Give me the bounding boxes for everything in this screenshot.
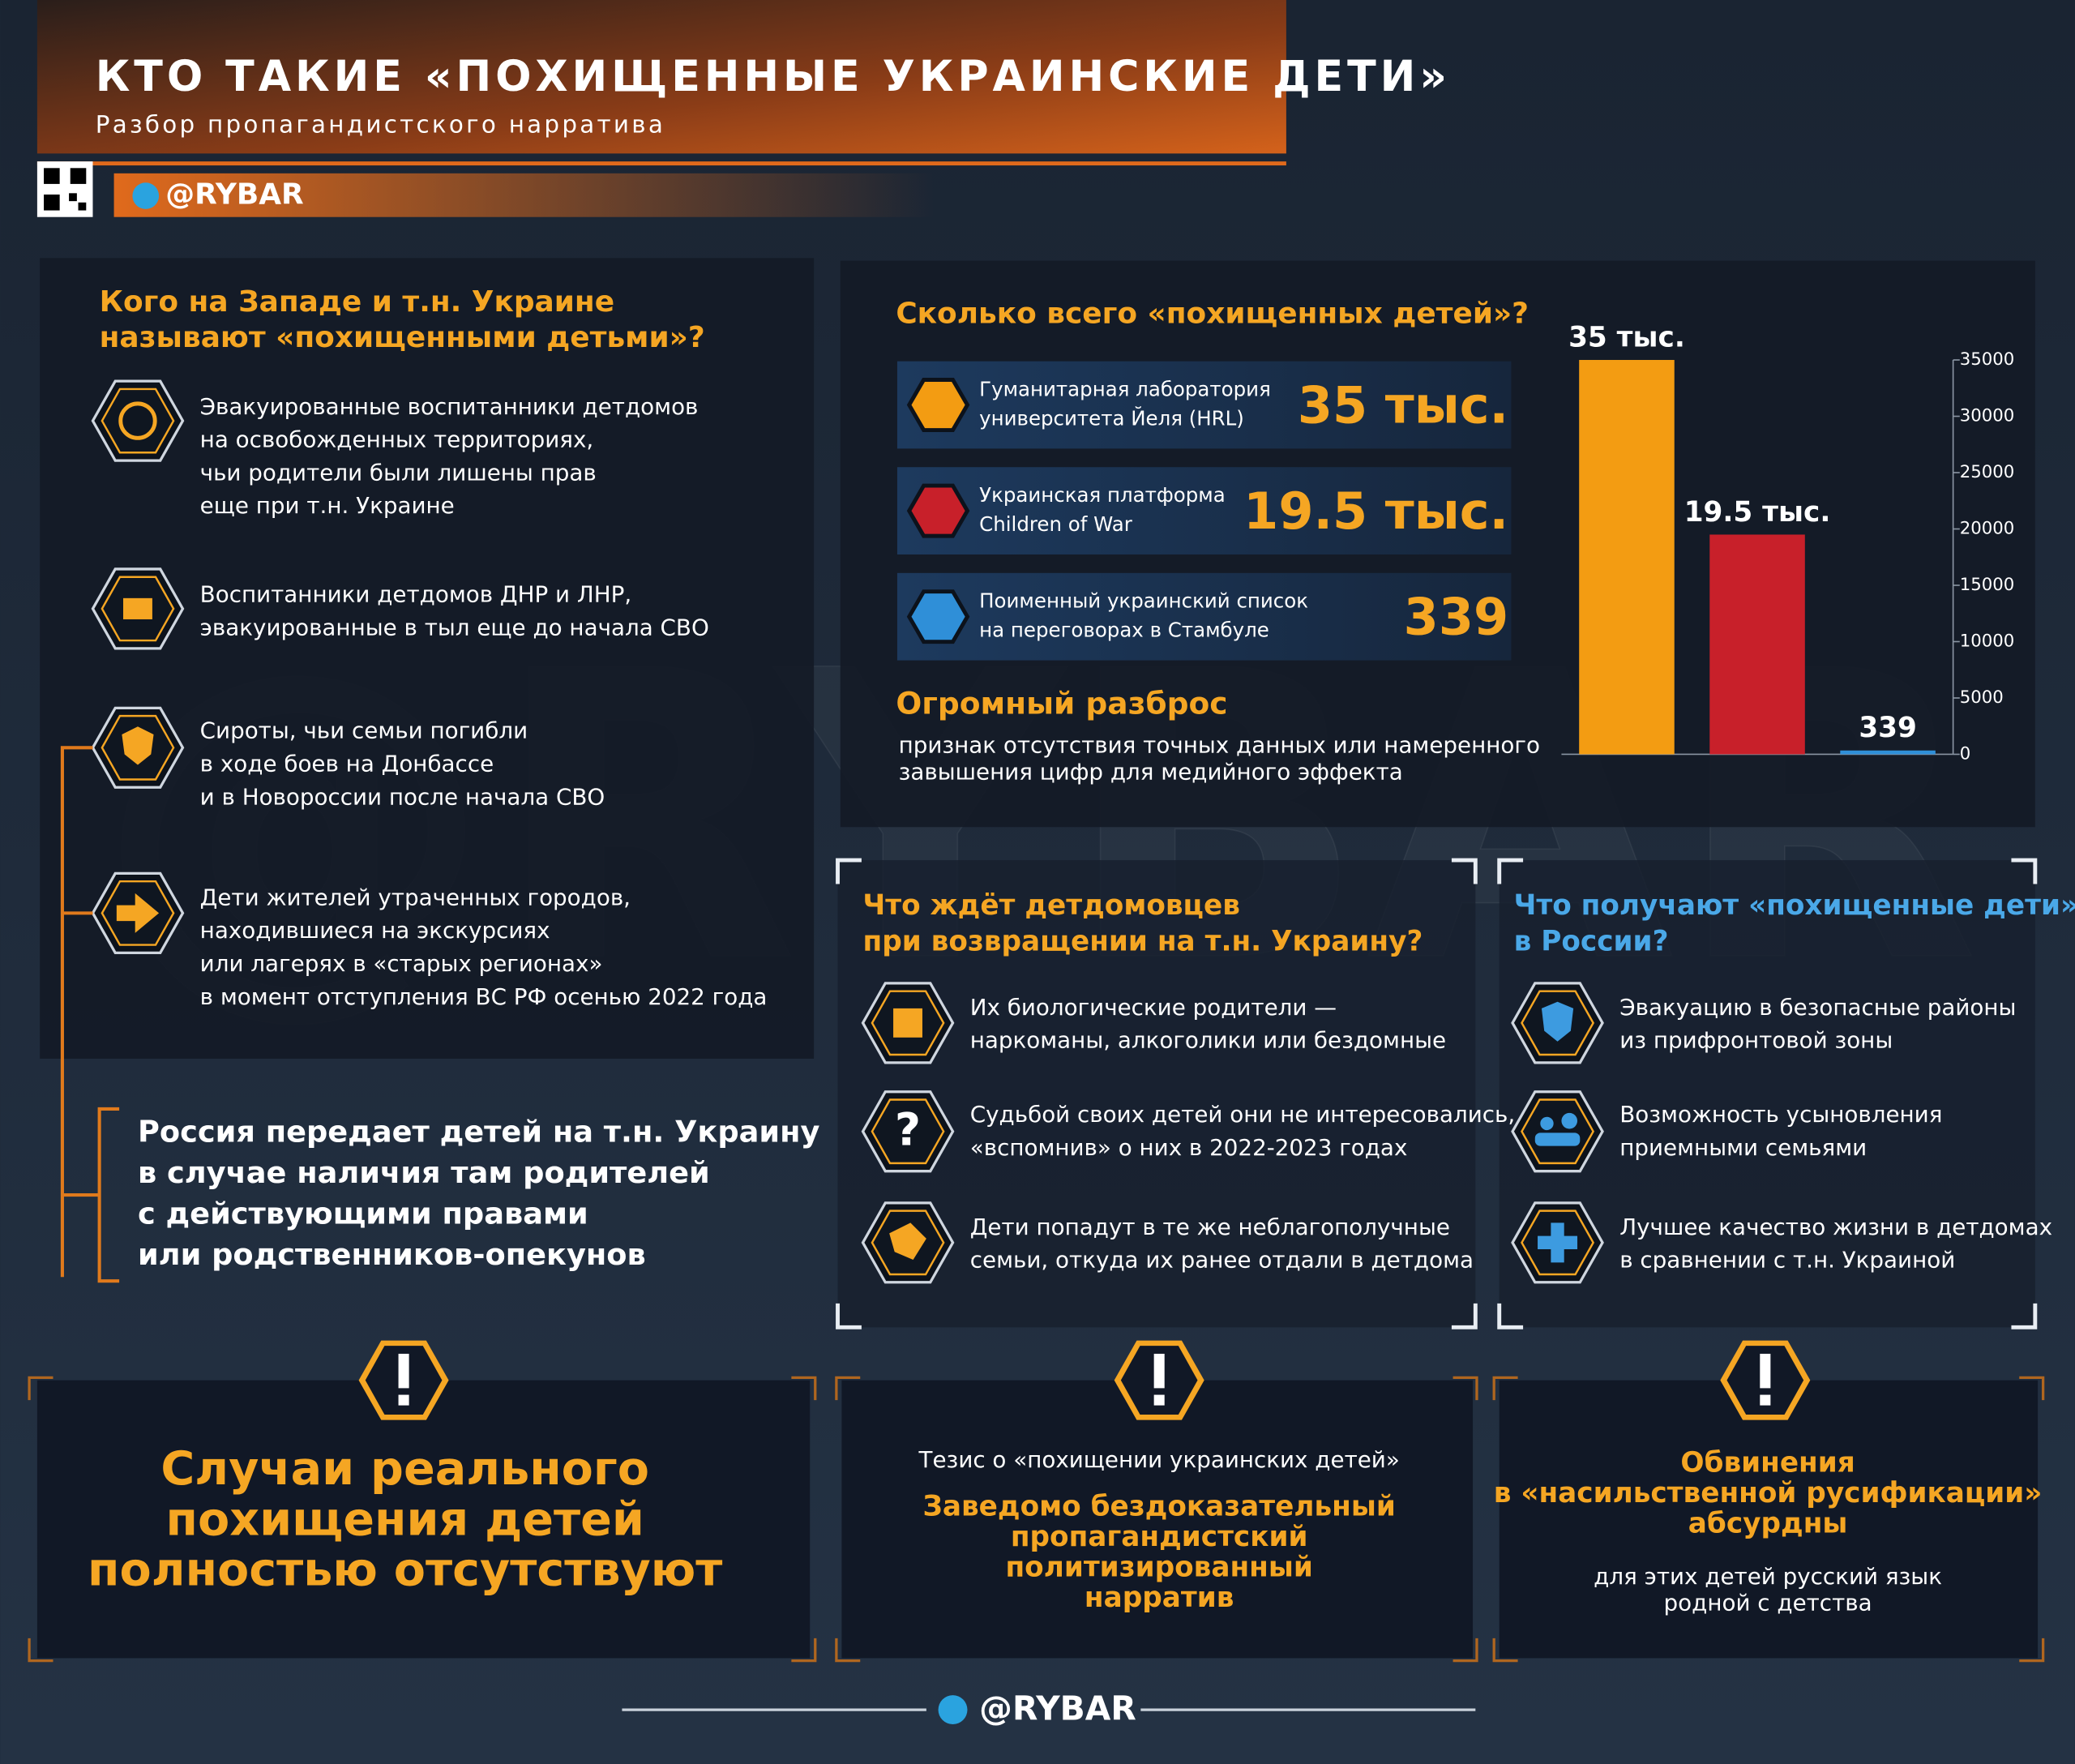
source-value: 19.5 тыс. bbox=[1243, 482, 1508, 541]
panel bbox=[841, 1380, 1474, 1659]
handle-bar bbox=[113, 173, 935, 217]
item-text: Сироты, чьи семьи погибли в ходе боев на … bbox=[200, 717, 605, 811]
source-label: Гуманитарная лаборатория университета Йел… bbox=[979, 378, 1271, 430]
chart: Гуманитарная лаборатория университета Йел… bbox=[896, 321, 2015, 764]
y-tick-label: 20000 bbox=[1960, 518, 2015, 538]
conclusion-text: для этих детей русский язык родной с детс… bbox=[1594, 1563, 1942, 1616]
y-tick-label: 10000 bbox=[1960, 631, 2015, 651]
note: Россия передает детей на т.н. Украину в с… bbox=[138, 1114, 820, 1272]
source-icon bbox=[906, 378, 970, 432]
section-title: Что ждёт детдомовцев при возвращении на т… bbox=[863, 889, 1423, 957]
header-banner bbox=[36, 0, 1286, 154]
corners bbox=[836, 858, 2038, 1329]
bracket bbox=[60, 746, 120, 1283]
item-text: Возможность усыновления приемными семьями bbox=[1619, 1101, 1942, 1161]
bar bbox=[1709, 534, 1805, 755]
source-label: Украинская платформа Children of War bbox=[979, 483, 1226, 536]
section-title: Кого на Западе и т.н. Украине называют «п… bbox=[100, 285, 705, 354]
y-tick-label: 0 bbox=[1960, 743, 1971, 764]
item-text: Дети жителей утраченных городов, находивш… bbox=[200, 884, 768, 1009]
item-text: Судьбой своих детей они не интересовалис… bbox=[970, 1101, 1515, 1161]
telegram-icon bbox=[938, 1695, 968, 1725]
footer-handle: @RYBAR bbox=[979, 1689, 1136, 1728]
conclusion: Случаи реального похищения детей полностью… bbox=[88, 1442, 722, 1596]
spread-text: признак отсутствия точных данных или нам… bbox=[899, 732, 1540, 786]
subtitle: Разбор пропагандистского нарратива bbox=[96, 111, 665, 139]
bar bbox=[1579, 360, 1675, 755]
item-text: Их биологические родители — наркоманы, ал… bbox=[970, 994, 1446, 1054]
telegram-icon bbox=[132, 182, 160, 209]
source-icon bbox=[906, 483, 970, 538]
source-row bbox=[896, 361, 1512, 449]
y-tick-label: 25000 bbox=[1960, 462, 2015, 482]
y-tick-label: 30000 bbox=[1960, 406, 2015, 426]
source-value: 35 тыс. bbox=[1298, 375, 1508, 435]
item-text: Воспитанники детдомов ДНР и ЛНР, эвакуиро… bbox=[200, 581, 709, 641]
svg-text:?: ? bbox=[895, 1103, 921, 1156]
bar bbox=[1840, 750, 1936, 755]
bar-value-label: 19.5 тыс. bbox=[1684, 496, 1831, 529]
header-rule bbox=[36, 161, 1286, 166]
source-row bbox=[896, 467, 1512, 554]
item-text: Эвакуированные воспитанники детдомов на о… bbox=[200, 393, 699, 519]
conclusion-lead: Тезис о «похищении украинских детей» bbox=[918, 1446, 1400, 1473]
corners bbox=[28, 1376, 2045, 1663]
handle: @RYBAR bbox=[165, 178, 303, 212]
source-icon bbox=[906, 589, 970, 644]
conclusion: Заведомо бездоказательный пропагандистски… bbox=[923, 1490, 1396, 1614]
source-label: Поименный украинский список на переговора… bbox=[979, 589, 1308, 642]
spread-title: Огромный разброс bbox=[896, 686, 1227, 721]
source-value: 339 bbox=[1404, 588, 1508, 647]
bar-value-label: 35 тыс. bbox=[1568, 321, 1685, 353]
y-tick-label: 35000 bbox=[1960, 349, 2015, 370]
conclusion: Обвинения в «насильственной русификации» а… bbox=[1494, 1446, 2043, 1539]
source-row bbox=[896, 572, 1512, 661]
item-text: Эвакуацию в безопасные районы из прифронт… bbox=[1619, 994, 2016, 1054]
item-text: Лучшее качество жизни в детдомах в сравне… bbox=[1619, 1214, 2052, 1274]
y-tick-label: 5000 bbox=[1960, 687, 2004, 708]
panel bbox=[1499, 1380, 2039, 1659]
title: КТО ТАКИЕ «ПОХИЩЕННЫЕ УКРАИНСКИЕ ДЕТИ» bbox=[96, 53, 1451, 101]
section-title: Что получают «похищенные дети» в России? bbox=[1514, 889, 2075, 957]
bar-value-label: 339 bbox=[1859, 712, 1917, 744]
item-text: Дети попадут в те же неблагополучные семь… bbox=[970, 1214, 1474, 1274]
panel bbox=[36, 1380, 811, 1659]
y-tick-label: 15000 bbox=[1960, 575, 2015, 595]
section-title: Сколько всего «похищенных детей»? bbox=[896, 298, 1529, 331]
